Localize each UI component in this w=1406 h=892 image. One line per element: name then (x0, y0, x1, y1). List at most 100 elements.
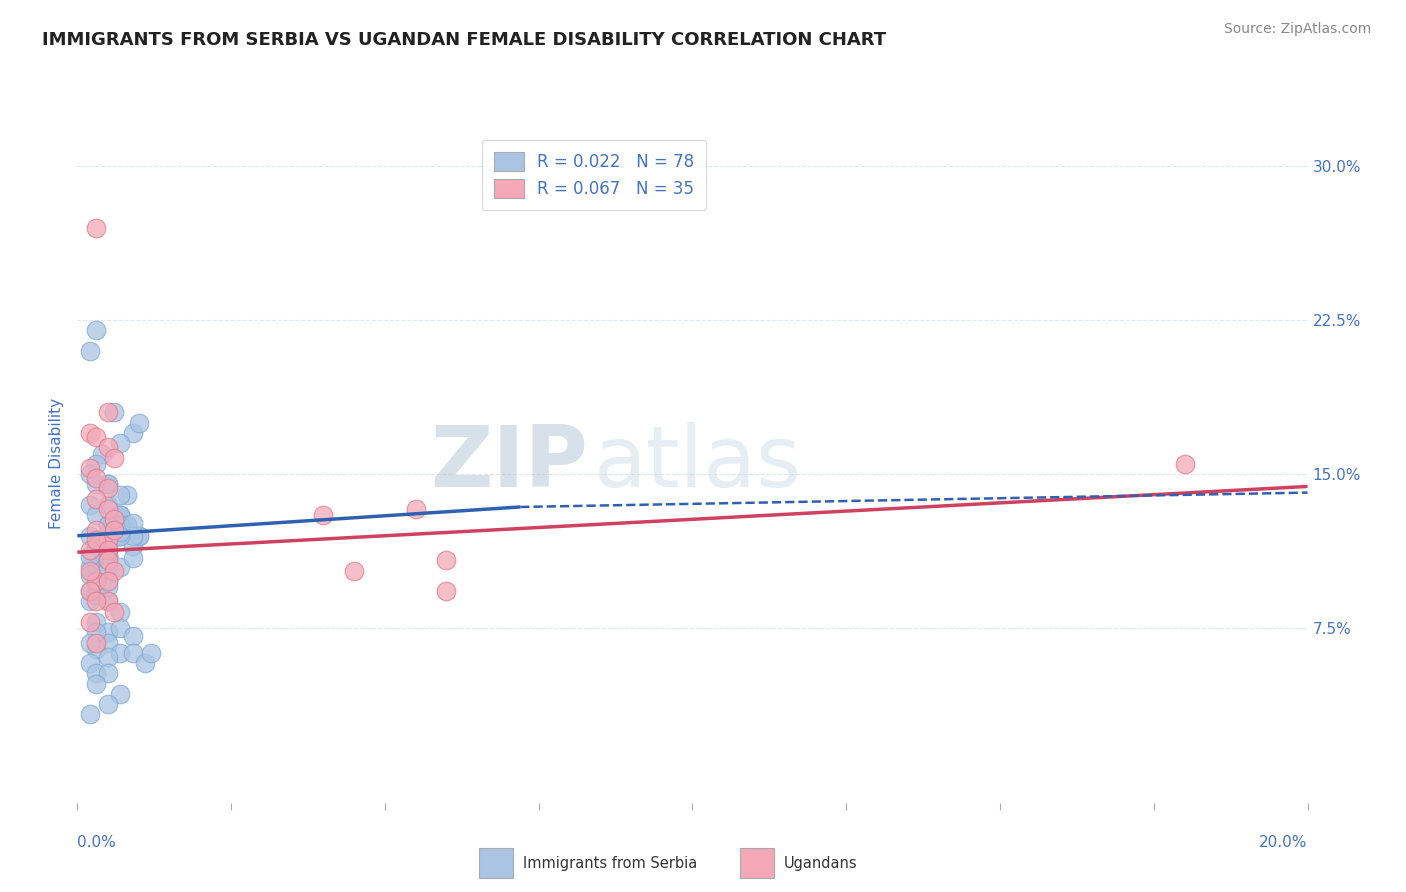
Point (436, 553, 458, 567)
Point (84, 625, 107, 640)
Point (79, 467, 101, 482)
Point (121, 529, 143, 543)
Point (97, 549, 120, 564)
Point (79, 707, 101, 722)
Point (79, 559, 101, 574)
Point (84, 676, 107, 690)
Point (97, 549, 120, 564)
Point (97, 441, 120, 455)
Point (110, 508, 132, 523)
Point (121, 646, 143, 660)
Point (97, 482, 120, 496)
Point (97, 553, 120, 567)
Point (436, 584, 458, 599)
Y-axis label: Female Disability: Female Disability (49, 398, 65, 530)
Point (84, 641, 107, 656)
Point (110, 488, 132, 502)
Point (84, 491, 107, 506)
Text: Ugandans: Ugandans (785, 855, 858, 871)
Point (97, 477, 120, 491)
Point (97, 518, 120, 533)
Point (97, 498, 120, 512)
Point (84, 584, 107, 599)
Point (97, 539, 120, 553)
Point (79, 543, 101, 558)
Point (84, 635, 107, 649)
Point (97, 635, 120, 649)
Point (1174, 457, 1197, 471)
Point (97, 697, 120, 711)
Point (103, 512, 125, 526)
Text: Source: ZipAtlas.com: Source: ZipAtlas.com (1223, 22, 1371, 37)
Point (97, 666, 120, 681)
Bar (740, 848, 775, 878)
Point (97, 574, 120, 588)
Point (343, 564, 366, 578)
Point (97, 533, 120, 547)
Point (84, 574, 107, 588)
Point (134, 656, 156, 670)
Point (110, 646, 132, 660)
Point (115, 488, 138, 502)
Point (405, 502, 427, 516)
Point (84, 666, 107, 681)
Point (103, 564, 125, 578)
Text: atlas: atlas (595, 422, 801, 506)
Point (128, 529, 150, 543)
Point (97, 594, 120, 608)
Point (84, 523, 107, 537)
Point (90, 446, 114, 460)
Point (84, 615, 107, 629)
Point (103, 523, 125, 537)
Point (79, 615, 101, 629)
Point (312, 508, 335, 523)
Point (110, 687, 132, 701)
Point (103, 605, 125, 619)
Point (121, 629, 143, 643)
Point (97, 518, 120, 533)
Point (79, 343, 101, 358)
Point (84, 430, 107, 444)
Point (84, 539, 107, 553)
Point (121, 516, 143, 531)
Point (84, 323, 107, 337)
Point (110, 529, 132, 543)
Point (84, 477, 107, 491)
Point (79, 594, 101, 608)
Point (97, 559, 120, 574)
Point (97, 543, 120, 558)
Point (79, 584, 101, 599)
Point (84, 559, 107, 574)
Point (97, 518, 120, 533)
Point (97, 518, 120, 533)
Point (97, 405, 120, 419)
Point (97, 625, 120, 640)
Point (97, 574, 120, 588)
Bar (478, 848, 513, 878)
Point (84, 539, 107, 553)
Point (128, 529, 150, 543)
Point (84, 508, 107, 523)
Point (103, 405, 125, 419)
Point (110, 529, 132, 543)
Text: 20.0%: 20.0% (1260, 836, 1308, 850)
Point (79, 425, 101, 440)
Point (79, 564, 101, 578)
Point (121, 551, 143, 566)
Point (110, 436, 132, 450)
Point (110, 508, 132, 523)
Point (110, 508, 132, 523)
Point (90, 545, 114, 559)
Point (110, 621, 132, 635)
Point (110, 559, 132, 574)
Text: Immigrants from Serbia: Immigrants from Serbia (523, 855, 697, 871)
Text: 0.0%: 0.0% (77, 836, 117, 850)
Legend: R = 0.022   N = 78, R = 0.067   N = 35: R = 0.022 N = 78, R = 0.067 N = 35 (482, 140, 706, 211)
Point (84, 594, 107, 608)
Text: IMMIGRANTS FROM SERBIA VS UGANDAN FEMALE DISABILITY CORRELATION CHART: IMMIGRANTS FROM SERBIA VS UGANDAN FEMALE… (42, 31, 886, 49)
Point (141, 646, 163, 660)
Point (79, 656, 101, 670)
Point (110, 524, 132, 539)
Point (79, 635, 101, 649)
Point (97, 594, 120, 608)
